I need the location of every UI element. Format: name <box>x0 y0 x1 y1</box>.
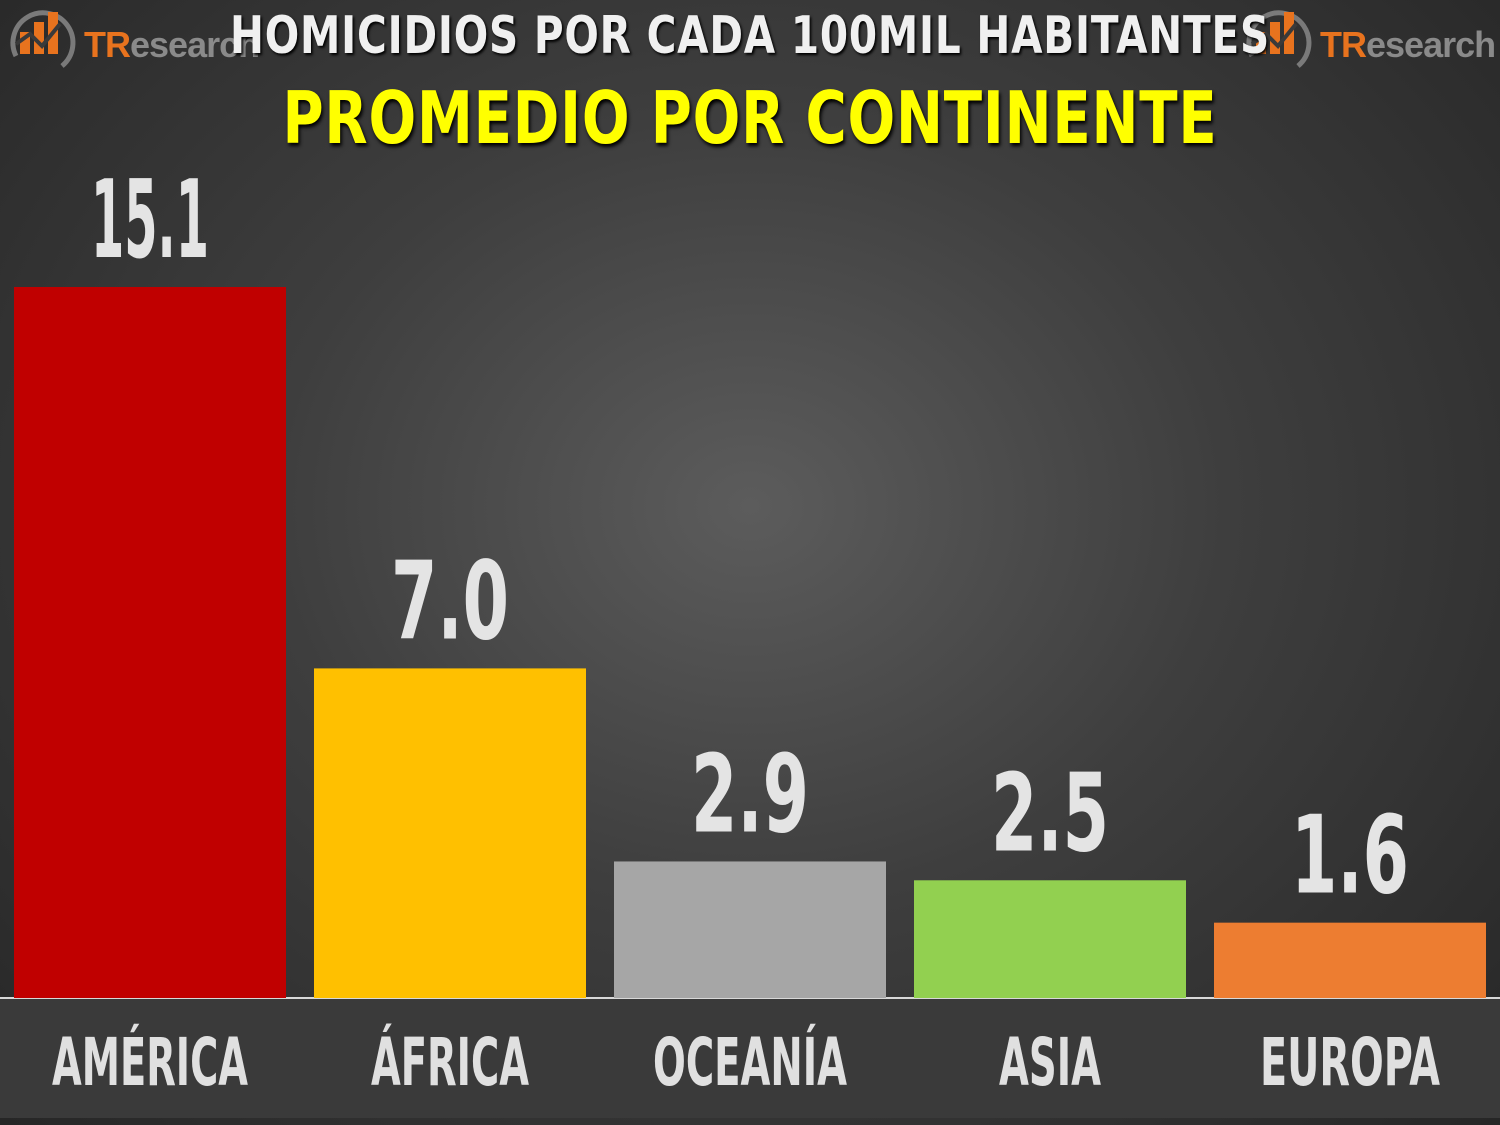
tresearch-logo-right: TResearch <box>1238 4 1498 74</box>
value-label-america: 15.1 <box>91 158 209 283</box>
value-label-oceania: 2.9 <box>691 732 809 857</box>
logo-wordmark: TResearch <box>1320 24 1496 65</box>
chart-title: HOMICIDIOS POR CADA 100MIL HABITANTES <box>230 6 1270 66</box>
bar-america <box>14 287 286 998</box>
category-label-oceania: OCEANÍA <box>653 1023 847 1101</box>
bar-asia <box>914 880 1186 998</box>
bar-africa <box>314 668 586 998</box>
logo-wordmark: TResearch <box>84 24 260 65</box>
category-label-asia: ASIA <box>999 1024 1101 1101</box>
value-label-africa: 7.0 <box>391 539 509 664</box>
bar-oceania <box>614 861 886 998</box>
value-label-asia: 2.5 <box>991 751 1109 876</box>
chart-subtitle: PROMEDIO POR CONTINENTE <box>282 76 1218 160</box>
category-label-africa: ÁFRICA <box>371 1023 529 1101</box>
bar-europa <box>1214 922 1486 998</box>
category-label-america: AMÉRICA <box>52 1023 248 1101</box>
tresearch-logo-icon <box>10 10 76 68</box>
tresearch-logo-left: TResearch <box>2 4 262 74</box>
category-label-europa: EUROPA <box>1260 1024 1440 1101</box>
category-axis-band <box>0 998 1500 1118</box>
tresearch-logo-icon <box>1246 10 1312 68</box>
value-label-europa: 1.6 <box>1291 794 1409 919</box>
